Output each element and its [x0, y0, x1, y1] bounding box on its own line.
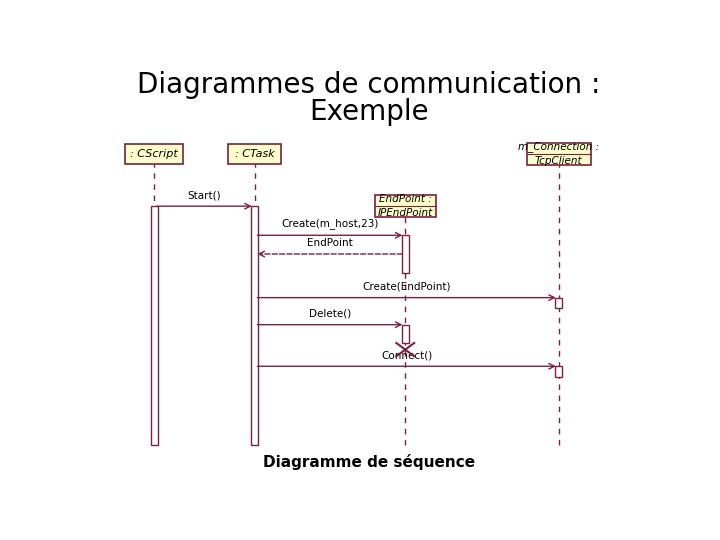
Text: EndPoint :: EndPoint : [379, 194, 432, 204]
Text: IPEndPoint: IPEndPoint [378, 208, 433, 218]
Text: Diagrammes de communication :: Diagrammes de communication : [138, 71, 600, 99]
Text: TcpClient: TcpClient [535, 157, 582, 166]
Text: EndPoint: EndPoint [307, 238, 353, 248]
Bar [526, 144, 591, 165]
Text: : CTask: : CTask [235, 149, 274, 159]
Text: Create(EndPoint): Create(EndPoint) [362, 282, 451, 292]
Bar [402, 235, 409, 273]
Bar [402, 325, 409, 343]
Text: Exemple: Exemple [309, 98, 429, 126]
Bar [251, 206, 258, 446]
Text: Create(m_host,23): Create(m_host,23) [282, 219, 379, 230]
Bar [150, 206, 158, 446]
Text: Diagramme de séquence: Diagramme de séquence [263, 454, 475, 470]
Bar [555, 366, 562, 377]
Bar [228, 144, 281, 164]
Text: Start(): Start() [188, 191, 221, 200]
Text: Delete(): Delete() [309, 309, 351, 319]
Bar [555, 298, 562, 308]
Text: : CScript: : CScript [130, 149, 178, 159]
Bar [125, 144, 184, 164]
Text: m_Connection :: m_Connection : [518, 141, 599, 152]
Bar [374, 195, 436, 217]
Text: Connect(): Connect() [381, 350, 432, 360]
